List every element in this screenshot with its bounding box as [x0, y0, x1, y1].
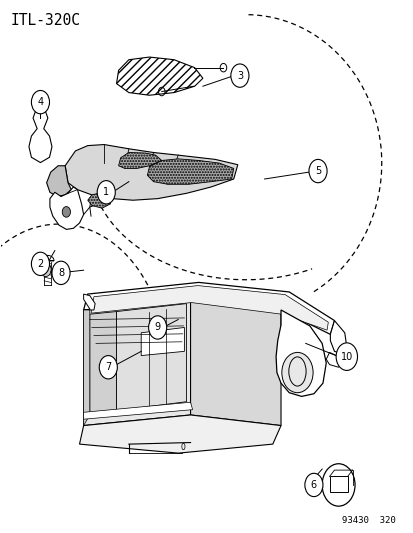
Polygon shape — [330, 320, 346, 354]
Polygon shape — [65, 144, 237, 200]
Circle shape — [62, 207, 70, 217]
Polygon shape — [147, 159, 233, 184]
Polygon shape — [275, 310, 325, 397]
Text: 10: 10 — [340, 352, 352, 361]
Circle shape — [281, 352, 312, 393]
Polygon shape — [83, 310, 90, 425]
Circle shape — [97, 181, 115, 204]
Text: 1: 1 — [103, 187, 109, 197]
Polygon shape — [190, 300, 280, 425]
Polygon shape — [141, 327, 184, 356]
Polygon shape — [83, 294, 95, 310]
Polygon shape — [88, 192, 110, 208]
Polygon shape — [83, 300, 190, 425]
Polygon shape — [83, 402, 192, 419]
Polygon shape — [83, 282, 334, 334]
Text: 9: 9 — [154, 322, 160, 333]
Text: 4: 4 — [37, 97, 43, 107]
Polygon shape — [79, 415, 280, 453]
Circle shape — [52, 261, 70, 285]
Polygon shape — [47, 166, 71, 197]
Circle shape — [308, 159, 326, 183]
Circle shape — [148, 316, 166, 339]
Text: 3: 3 — [236, 70, 242, 80]
Polygon shape — [90, 312, 116, 415]
Circle shape — [335, 343, 357, 370]
Circle shape — [321, 464, 354, 506]
Text: ITL-320C: ITL-320C — [10, 13, 80, 28]
Polygon shape — [41, 255, 54, 261]
Text: 5: 5 — [314, 166, 320, 176]
Text: 7: 7 — [105, 362, 111, 372]
Polygon shape — [118, 152, 161, 168]
Polygon shape — [116, 57, 202, 95]
Polygon shape — [29, 106, 52, 163]
Circle shape — [99, 356, 117, 379]
Text: 0: 0 — [180, 443, 185, 453]
Polygon shape — [325, 352, 341, 367]
Polygon shape — [91, 286, 328, 330]
Text: 6: 6 — [310, 480, 316, 490]
Polygon shape — [50, 187, 83, 229]
Text: 2: 2 — [37, 259, 43, 269]
Polygon shape — [116, 304, 186, 411]
Circle shape — [230, 64, 248, 87]
Circle shape — [44, 267, 48, 272]
Text: 8: 8 — [58, 268, 64, 278]
Circle shape — [304, 473, 322, 497]
Circle shape — [31, 91, 50, 114]
Circle shape — [31, 252, 50, 276]
Bar — [329, 477, 347, 492]
Circle shape — [40, 263, 51, 277]
Text: 93430  320: 93430 320 — [342, 516, 395, 525]
